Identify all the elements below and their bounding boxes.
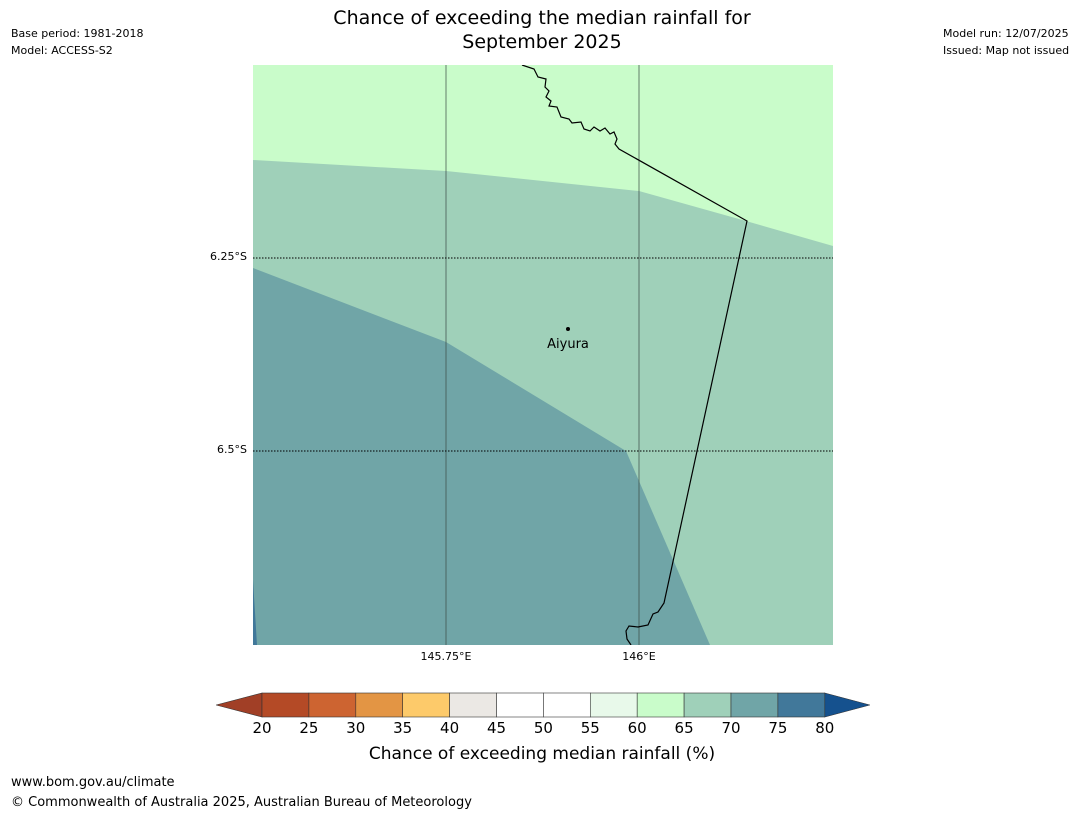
legend-swatch xyxy=(636,692,685,718)
legend-tick-label: 70 xyxy=(721,719,741,737)
legend-swatch xyxy=(543,692,591,718)
legend-swatch xyxy=(683,692,732,718)
legend-swatch xyxy=(496,692,544,718)
lat-label-6-25: 6.25°S xyxy=(210,250,247,263)
legend-tick-label: 35 xyxy=(393,719,413,737)
legend-swatch xyxy=(449,692,497,718)
legend-swatch xyxy=(261,692,310,718)
legend-tick-label: 55 xyxy=(580,719,600,737)
legend-tick-label: 45 xyxy=(486,719,507,737)
footer-copyright: © Commonwealth of Australia 2025, Austra… xyxy=(11,795,472,810)
legend-swatch xyxy=(308,692,357,718)
model-name: Model: ACCESS-S2 xyxy=(11,44,113,57)
legend-extend-low xyxy=(216,692,263,718)
base-period: Base period: 1981-2018 xyxy=(11,27,144,40)
international-border xyxy=(521,65,748,645)
rainfall-map[interactable]: Aiyura xyxy=(253,65,833,645)
legend-extend-high xyxy=(824,692,870,718)
legend-tick-label: 25 xyxy=(299,719,319,737)
meta-left: Base period: 1981-2018 Model: ACCESS-S2 xyxy=(11,25,143,59)
title-line2: September 2025 xyxy=(462,31,622,53)
map-title: Chance of exceeding the median rainfall … xyxy=(292,6,792,54)
legend-swatch xyxy=(402,692,450,718)
meta-right: Model run: 12/07/2025 Issued: Map not is… xyxy=(943,25,1069,59)
lat-label-6-5: 6.5°S xyxy=(217,443,247,456)
legend-tick-label: 80 xyxy=(815,719,835,737)
issued-status: Issued: Map not issued xyxy=(943,44,1070,57)
legend-tick-label: 60 xyxy=(627,719,647,737)
lon-label-146: 146°E xyxy=(622,650,656,663)
model-run: Model run: 12/07/2025 xyxy=(943,27,1069,40)
footer-url[interactable]: www.bom.gov.au/climate xyxy=(11,775,175,790)
legend-swatch xyxy=(730,692,779,718)
legend-swatch xyxy=(589,692,638,718)
aiyura-label: Aiyura xyxy=(547,337,589,352)
zone-75-80 xyxy=(253,580,257,645)
title-line1: Chance of exceeding the median rainfall … xyxy=(333,7,751,29)
legend-tick-label: 30 xyxy=(346,719,366,737)
zone-70-75 xyxy=(253,268,710,645)
legend-tick-label: 75 xyxy=(768,719,788,737)
legend-title: Chance of exceeding median rainfall (%) xyxy=(368,744,716,764)
lon-label-145-75: 145.75°E xyxy=(420,650,472,663)
legend-tick-label: 65 xyxy=(674,719,694,737)
legend-swatch xyxy=(355,692,404,718)
aiyura-marker xyxy=(566,327,570,331)
legend-tick-label: 40 xyxy=(440,719,460,737)
legend-swatch xyxy=(777,692,826,718)
legend-tick-label: 20 xyxy=(252,719,272,737)
legend-tick-label: 50 xyxy=(533,719,553,737)
legend-colorbar xyxy=(216,692,870,718)
